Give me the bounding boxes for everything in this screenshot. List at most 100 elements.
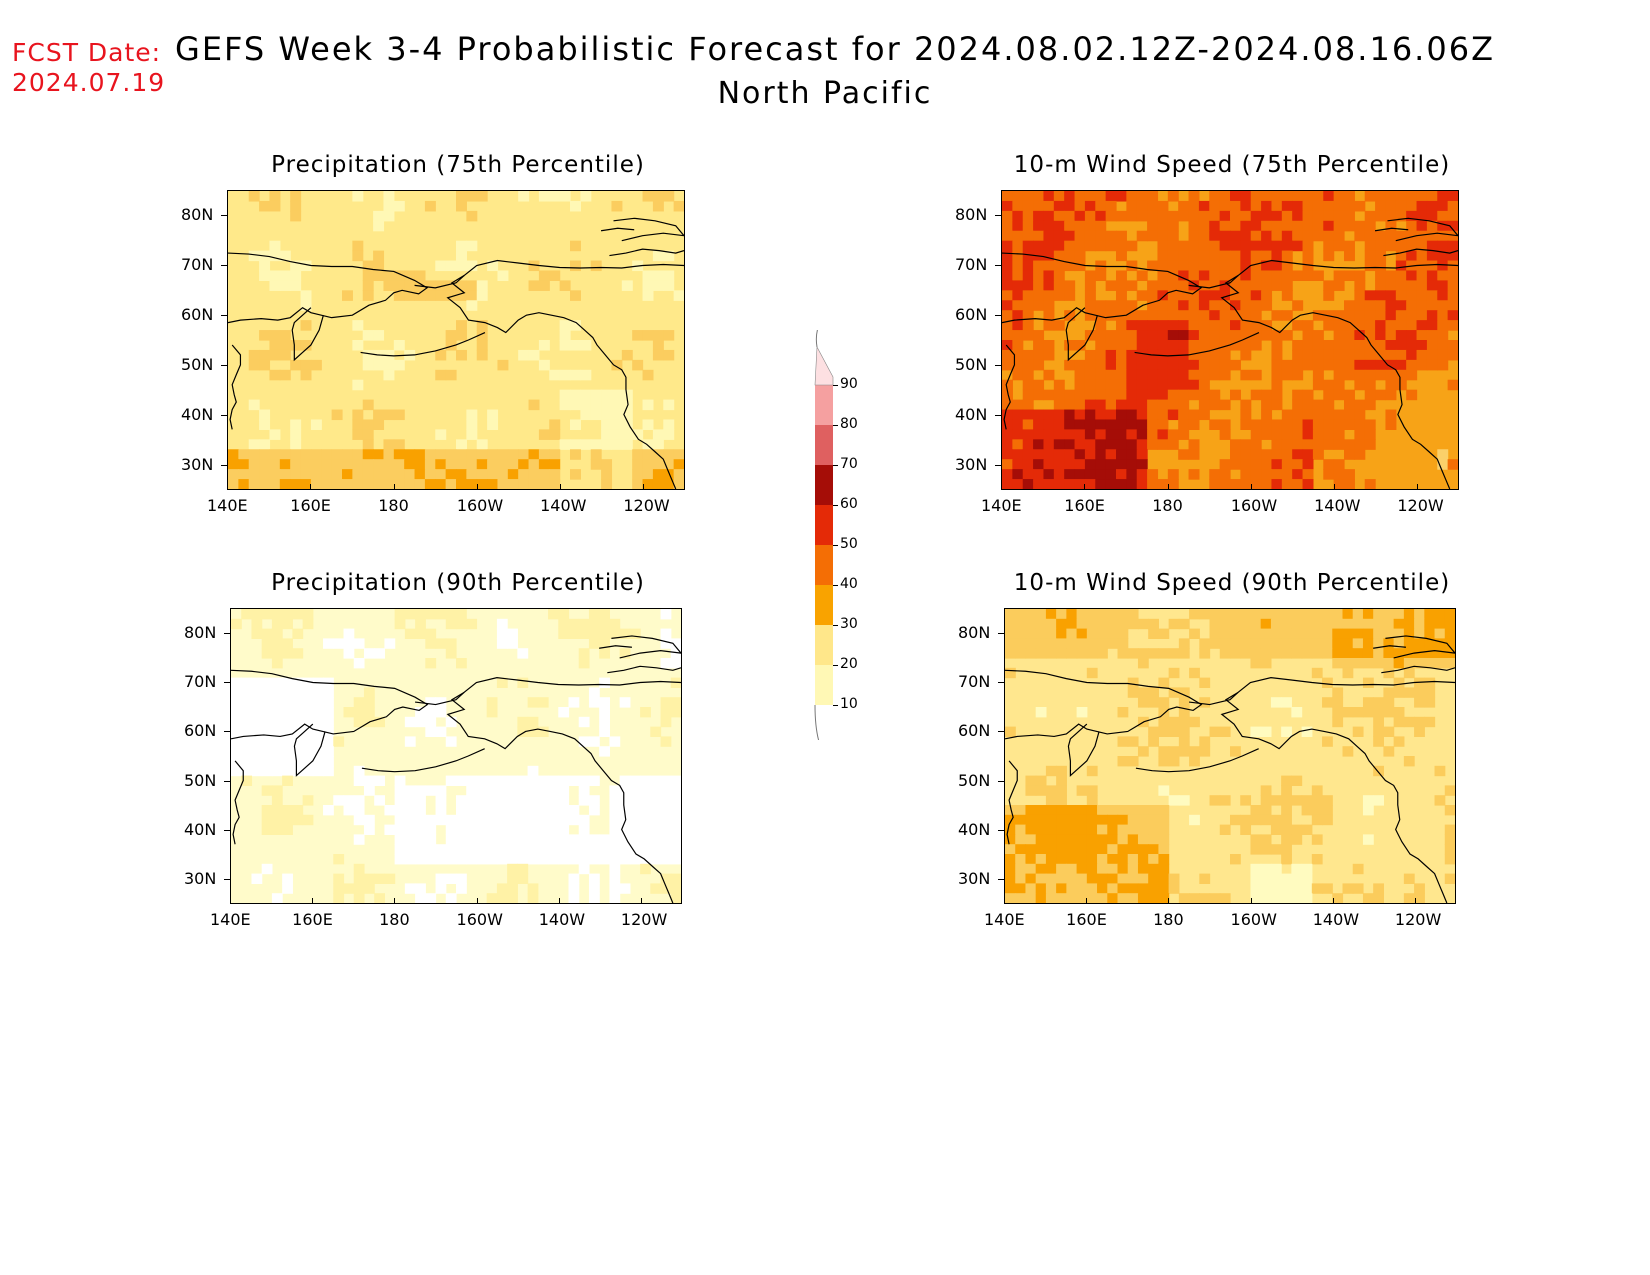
field-cell (1045, 628, 1057, 639)
field-cell (394, 795, 406, 806)
field-cell (1292, 220, 1304, 232)
field-cell (384, 824, 396, 836)
field-cell (241, 765, 253, 777)
field-cell (1323, 210, 1335, 222)
field-cell (1022, 409, 1034, 421)
colorbar-level-label: 40 (840, 576, 858, 592)
field-cell (588, 609, 600, 620)
field-cell (362, 439, 374, 450)
field-cell (1105, 280, 1117, 291)
field-cell (1107, 854, 1119, 865)
field-cell (241, 726, 253, 737)
field-cell (580, 369, 592, 381)
field-cell (1012, 260, 1024, 272)
field-cell (414, 459, 426, 470)
coastline (1220, 274, 1451, 489)
field-cell (1178, 210, 1190, 222)
field-cell (1158, 893, 1170, 903)
map-wind75 (1001, 190, 1459, 490)
field-cell (609, 628, 621, 639)
field-cell (1015, 648, 1027, 659)
field-cell (1230, 359, 1241, 371)
field-cell (1323, 280, 1335, 291)
field-cell (1302, 469, 1314, 480)
field-cell (650, 785, 662, 796)
field-cell (1364, 260, 1376, 272)
field-cell (1056, 765, 1067, 777)
field-cell (1012, 220, 1024, 232)
field-cell (559, 191, 571, 202)
field-cell (1117, 814, 1129, 826)
field-cell (1147, 310, 1159, 321)
field-cell (404, 609, 416, 620)
field-cell (1219, 290, 1231, 301)
field-cell (1375, 340, 1387, 351)
field-cell (1240, 310, 1252, 321)
field-cell (1045, 873, 1057, 884)
field-cell (445, 854, 457, 865)
field-cell (549, 429, 561, 440)
field-cell (1178, 707, 1190, 718)
field-cell (1414, 648, 1425, 659)
field-cell (1250, 290, 1262, 301)
field-cell (1322, 883, 1333, 894)
field-cell (1095, 359, 1107, 371)
field-cell (1444, 804, 1455, 816)
field-cell (363, 775, 375, 786)
field-cell (1022, 469, 1034, 480)
field-cell (496, 844, 508, 855)
field-cell (292, 707, 304, 718)
field-cell (1333, 349, 1345, 361)
field-cell (333, 795, 345, 806)
field-cell (527, 765, 539, 777)
field-cell (1097, 893, 1108, 903)
field-cell (1116, 349, 1127, 361)
field-cell (1209, 310, 1221, 321)
field-cell (1291, 618, 1303, 630)
x-tick-label: 140W (538, 910, 586, 929)
field-cell (1434, 765, 1446, 777)
field-cell (1137, 746, 1149, 757)
field-cell (1095, 330, 1107, 341)
field-cell (1076, 824, 1088, 836)
field-cell (456, 449, 467, 460)
field-cell (1015, 814, 1027, 826)
field-cell (269, 369, 281, 381)
field-cell (271, 756, 283, 767)
field-cell (1147, 479, 1159, 489)
field-cell (640, 824, 651, 836)
colorbar-level-label: 10 (840, 696, 858, 712)
field-cell (1066, 854, 1078, 865)
field-cell (279, 449, 291, 460)
field-cell (352, 479, 364, 489)
field-cell (1188, 230, 1200, 242)
field-cell (466, 804, 478, 816)
field-cell (1116, 270, 1127, 281)
field-cell (1261, 469, 1273, 480)
field-cell (1230, 638, 1241, 649)
field-cell (601, 439, 613, 450)
field-cell (1302, 230, 1314, 242)
field-cell (1035, 638, 1047, 649)
field-cell (1281, 648, 1292, 659)
field-cell (331, 459, 343, 470)
field-cell (642, 449, 654, 460)
field-cell (1074, 260, 1086, 272)
field-cell (1126, 200, 1138, 212)
field-cell (1260, 648, 1272, 659)
field-cell (1074, 220, 1086, 232)
field-cell (393, 290, 405, 301)
field-cell (1375, 330, 1387, 341)
field-cell (1250, 814, 1262, 826)
field-cell (1076, 648, 1088, 659)
field-cell (1066, 844, 1078, 855)
field-cell (1126, 349, 1138, 361)
field-cell (1126, 389, 1138, 401)
field-cell (527, 844, 539, 855)
field-cell (323, 697, 334, 708)
coastline (1373, 645, 1406, 649)
field-cell (456, 280, 467, 291)
field-cell (559, 280, 571, 291)
field-cell (1240, 340, 1252, 351)
colorbar-level-label: 60 (840, 496, 858, 512)
